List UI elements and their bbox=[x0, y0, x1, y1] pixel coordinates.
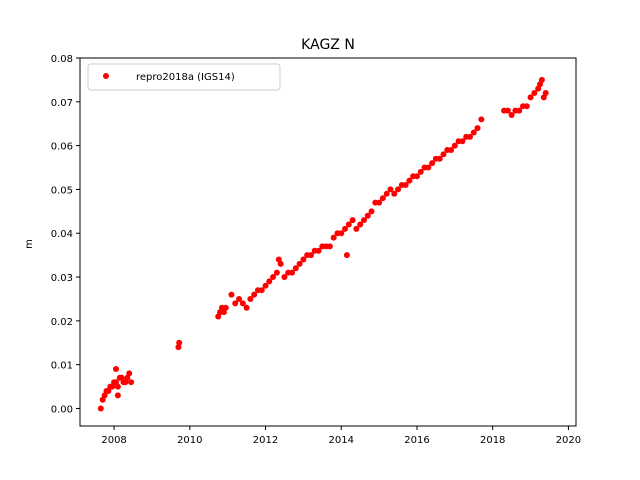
data-point bbox=[239, 300, 246, 307]
legend-marker bbox=[103, 73, 109, 79]
x-tick-label: 2020 bbox=[556, 435, 581, 446]
data-point bbox=[349, 217, 356, 224]
data-point bbox=[429, 160, 436, 167]
data-point bbox=[275, 256, 282, 263]
data-point bbox=[402, 182, 409, 189]
data-point bbox=[516, 107, 523, 114]
data-point bbox=[292, 265, 299, 272]
data-point bbox=[474, 125, 481, 132]
y-tick-label: 0.03 bbox=[51, 273, 73, 284]
chart-title: KAGZ N bbox=[301, 37, 355, 53]
data-point bbox=[395, 186, 402, 193]
data-point bbox=[296, 260, 303, 267]
data-point bbox=[273, 269, 280, 276]
data-point bbox=[504, 107, 511, 114]
data-point bbox=[176, 339, 183, 346]
data-point bbox=[343, 252, 350, 259]
data-point bbox=[448, 147, 455, 153]
data-point bbox=[531, 90, 538, 97]
data-point bbox=[406, 177, 413, 184]
y-tick-label: 0.06 bbox=[51, 142, 73, 153]
data-point bbox=[128, 379, 135, 386]
data-point bbox=[360, 217, 367, 224]
y-axis-label: m bbox=[24, 239, 35, 249]
data-point bbox=[357, 221, 364, 228]
data-point bbox=[222, 304, 229, 311]
data-point bbox=[326, 243, 333, 250]
data-point bbox=[508, 111, 515, 118]
data-point bbox=[266, 278, 273, 285]
data-point bbox=[232, 300, 239, 307]
data-point bbox=[342, 225, 349, 232]
data-point bbox=[112, 366, 119, 373]
y-tick-label: 0.07 bbox=[51, 98, 73, 109]
y-tick-label: 0.04 bbox=[51, 229, 73, 240]
data-point bbox=[537, 81, 544, 88]
data-point bbox=[391, 190, 398, 197]
legend: repro2018a (IGS14) bbox=[87, 63, 281, 91]
data-point bbox=[379, 195, 386, 202]
data-point bbox=[478, 116, 485, 123]
data-point bbox=[114, 392, 121, 399]
data-point bbox=[353, 225, 360, 232]
data-point bbox=[470, 129, 477, 136]
data-point bbox=[368, 208, 375, 215]
data-point bbox=[387, 186, 394, 193]
data-point bbox=[228, 291, 235, 298]
data-point bbox=[425, 164, 432, 171]
data-point bbox=[417, 168, 424, 175]
x-tick-label: 2016 bbox=[404, 435, 429, 446]
data-point bbox=[300, 256, 307, 263]
x-tick-label: 2010 bbox=[177, 435, 202, 446]
y-tick-label: 0.01 bbox=[51, 361, 73, 372]
x-tick-label: 2012 bbox=[253, 435, 278, 446]
data-point bbox=[459, 138, 466, 145]
data-point bbox=[251, 291, 258, 298]
data-point bbox=[126, 370, 133, 377]
data-point bbox=[436, 155, 443, 162]
data-point bbox=[247, 295, 254, 302]
data-point bbox=[345, 221, 352, 228]
y-tick-label: 0.05 bbox=[51, 185, 73, 196]
data-point bbox=[523, 103, 530, 110]
data-point bbox=[330, 234, 337, 241]
data-point bbox=[281, 274, 288, 281]
data-point bbox=[527, 94, 534, 101]
x-tick-label: 2018 bbox=[480, 435, 505, 446]
data-point bbox=[364, 212, 371, 219]
legend-box bbox=[87, 63, 281, 91]
data-point bbox=[289, 269, 296, 276]
data-point bbox=[540, 94, 547, 101]
y-tick-label: 0.00 bbox=[51, 404, 73, 415]
data-point bbox=[114, 383, 121, 390]
data-point bbox=[315, 247, 322, 254]
plot-frame bbox=[79, 57, 577, 427]
data-point bbox=[451, 142, 458, 149]
x-tick-label: 2008 bbox=[101, 435, 126, 446]
data-point bbox=[440, 151, 447, 158]
legend-label: repro2018a (IGS14) bbox=[136, 72, 235, 83]
data-point bbox=[262, 282, 269, 289]
x-tick-label: 2014 bbox=[329, 435, 354, 446]
data-point bbox=[258, 287, 265, 294]
y-tick-label: 0.08 bbox=[51, 54, 73, 65]
y-tick-label: 0.02 bbox=[51, 317, 73, 328]
data-point bbox=[243, 304, 250, 311]
data-point bbox=[466, 133, 473, 140]
data-point bbox=[270, 274, 277, 281]
data-point bbox=[97, 405, 104, 412]
data-point bbox=[376, 199, 383, 206]
data-point bbox=[338, 230, 345, 237]
data-points-layer bbox=[97, 76, 549, 412]
data-point bbox=[236, 295, 243, 302]
ticks-layer: 2008 2010 2012 2014 2016 2018 2020 0.00 0.01 0.02… bbox=[51, 54, 581, 446]
data-point bbox=[307, 252, 314, 259]
data-point bbox=[383, 190, 390, 197]
data-point bbox=[413, 173, 420, 180]
